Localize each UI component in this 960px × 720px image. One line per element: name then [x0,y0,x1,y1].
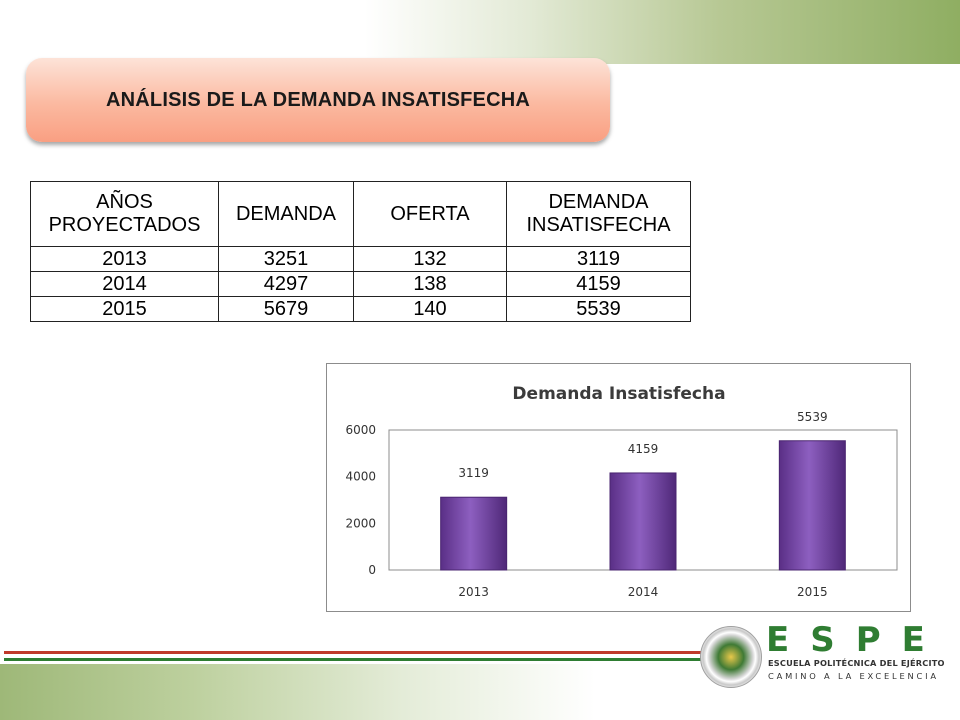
table-cell: 3119 [506,246,691,272]
table-header-row: AÑOS PROYECTADOS DEMANDA OFERTA DEMANDA … [30,181,691,247]
table-row: 2014 4297 138 4159 [30,271,691,297]
data-label: 3119 [458,466,489,480]
projection-table: AÑOS PROYECTADOS DEMANDA OFERTA DEMANDA … [30,181,691,322]
data-label: 5539 [797,410,828,424]
header-years: AÑOS PROYECTADOS [30,181,219,247]
logo-institution-name: ESCUELA POLITÉCNICA DEL EJÉRCITO [768,658,945,668]
x-category-label: 2015 [797,585,828,599]
bottom-decorative-band [0,664,960,720]
header-supply: OFERTA [353,181,507,247]
top-decorative-band [0,0,960,64]
slide-title: ANÁLISIS DE LA DEMANDA INSATISFECHA [105,88,531,111]
stripe-white [4,655,704,657]
unmet-demand-chart: Demanda Insatisfecha 0 2000 4000 6000 3119 20… [326,363,911,612]
x-category-label: 2014 [628,585,659,599]
chart-canvas: Demanda Insatisfecha 0 2000 4000 6000 3119 20… [345,384,898,599]
table-cell: 4297 [218,271,354,297]
slide-title-box: ANÁLISIS DE LA DEMANDA INSATISFECHA [26,58,610,142]
chart-title: Demanda Insatisfecha [512,384,725,404]
table-cell: 3251 [218,246,354,272]
y-tick-label: 4000 [345,470,376,484]
footer-stripes [4,651,704,665]
table-cell: 2013 [30,246,219,272]
table-cell: 2015 [30,296,219,322]
bar-2013 [440,496,508,571]
y-tick-label: 2000 [345,516,376,530]
logo-motto: CAMINO A LA EXCELENCIA [768,671,939,681]
x-category-label: 2013 [458,585,489,599]
bar-2015 [778,440,846,571]
table-cell: 140 [353,296,507,322]
y-tick-label: 6000 [345,423,376,437]
table-cell: 132 [353,246,507,272]
university-seal-icon [700,626,762,688]
table-cell: 4159 [506,271,691,297]
table-cell: 5679 [218,296,354,322]
bar-2014 [609,472,677,571]
table-cell: 5539 [506,296,691,322]
table-row: 2015 5679 140 5539 [30,296,691,322]
espe-logo: ESPE ESCUELA POLITÉCNICA DEL EJÉRCITO CA… [700,622,952,690]
table-row: 2013 3251 132 3119 [30,246,691,272]
y-tick-label: 0 [368,563,376,577]
stripe-red [4,651,704,654]
logo-letters: ESPE [766,620,946,660]
table-cell: 138 [353,271,507,297]
header-unmet-demand: DEMANDA INSATISFECHA [506,181,691,247]
data-label: 4159 [628,442,659,456]
header-demand: DEMANDA [218,181,354,247]
table-cell: 2014 [30,271,219,297]
stripe-green [4,658,704,661]
